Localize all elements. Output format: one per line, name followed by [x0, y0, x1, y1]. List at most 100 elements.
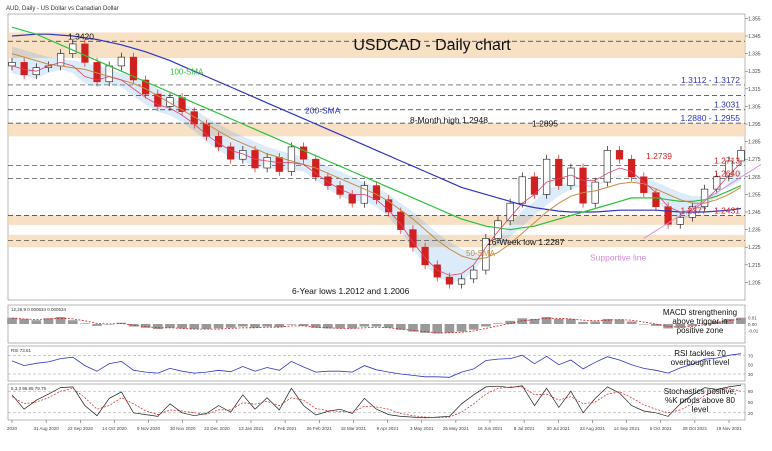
date-tick-label: 5 Oct 2021: [650, 426, 673, 431]
level-band: [8, 123, 745, 137]
candle-body: [117, 56, 125, 67]
panel-note-line: %K prods above 80: [665, 396, 735, 405]
macd-histogram-bar: [724, 318, 734, 324]
date-tick-label: 2020: [7, 426, 18, 431]
level-label: 1.2739: [646, 151, 672, 161]
price-tick-label: 1.265: [748, 175, 761, 181]
panel-tick-label: 20: [748, 411, 754, 416]
price-tick-label: 1.245: [748, 210, 761, 216]
macd-histogram-bar: [638, 324, 649, 325]
level-label: 1.2640: [714, 169, 740, 179]
date-tick-label: 14 Sep 2021: [614, 426, 640, 431]
macd-histogram-bar: [7, 317, 17, 324]
date-tick-label: 19 Nov 2021: [716, 426, 742, 431]
macd-histogram-bar: [614, 319, 625, 324]
price-tick-label: 1.305: [748, 104, 761, 110]
candle-body: [603, 150, 611, 183]
instrument-label: AUD, Daily - US Dollar vs Canadian Dolla…: [6, 6, 119, 12]
stoch-d-line: [11, 386, 742, 418]
panel-frame: [7, 345, 746, 382]
macd-histogram-bar: [553, 318, 564, 324]
price-tick-label: 1.235: [748, 228, 761, 234]
candle-body: [445, 276, 454, 285]
macd-histogram-bar: [481, 324, 491, 327]
panel-header: 5,3,3 96.95 79.79: [11, 386, 47, 391]
rsi-panel: RSI 73.61 70 50 30 RSI tackles 70 overbought …: [7, 345, 754, 382]
macd-panel: 12,26,9 0.000634 0.000534 0.010.00-0.01 MA…: [7, 304, 759, 344]
level-band: [8, 215, 745, 225]
candle-body: [555, 158, 563, 186]
price-tick-label: 1.205: [748, 280, 761, 286]
macd-histogram-bar: [493, 323, 503, 324]
panel-note-line: overbought level: [671, 358, 730, 367]
candle-body: [129, 56, 138, 81]
candle-body: [336, 185, 344, 195]
macd-histogram-bar: [675, 324, 686, 328]
date-tick-label: 30 Nov 2020: [170, 426, 196, 431]
candle-body: [615, 150, 624, 160]
panel-tick-label: 70: [748, 353, 754, 358]
macd-histogram-bar: [55, 317, 66, 324]
candle-body: [56, 53, 65, 67]
candle-body: [713, 176, 721, 190]
macd-histogram-bar: [736, 317, 746, 324]
price-tick-label: 1.335: [748, 52, 761, 58]
candle-body: [372, 185, 381, 200]
annotation-label: 100-SMA: [170, 68, 204, 77]
macd-histogram-bar: [529, 318, 540, 324]
panel-note-line: RSI tackles 70: [674, 349, 726, 358]
candle-body: [494, 220, 502, 239]
date-tick-label: 9 Nov 2020: [137, 426, 161, 431]
date-tick-label: 14 Oct 2020: [102, 426, 127, 431]
macd-histogram-bar: [578, 322, 588, 324]
candle-body: [567, 167, 575, 186]
sma-20-line: [11, 61, 742, 276]
candle-body: [166, 97, 174, 107]
price-tick-label: 1.315: [748, 87, 761, 93]
candle-body: [542, 158, 551, 195]
candle-body: [518, 176, 526, 204]
macd-histogram-bar: [213, 324, 224, 329]
macd-histogram-bar: [456, 324, 467, 332]
panel-note-line: MACD strengthening: [663, 308, 737, 317]
macd-histogram-bar: [152, 324, 163, 330]
macd-histogram-bar: [225, 324, 236, 328]
candle-body: [579, 167, 587, 204]
candle-body: [275, 157, 283, 172]
stoch-k-line: [11, 384, 742, 419]
date-tick-label: 22 Dec 2020: [204, 426, 230, 431]
macd-histogram-bar: [335, 324, 345, 329]
macd-histogram-bar: [590, 321, 601, 324]
macd-histogram-bar: [165, 324, 175, 328]
level-band: [8, 32, 745, 58]
macd-histogram-bar: [189, 324, 200, 330]
candle-body: [397, 211, 405, 230]
panel-tick-label: 0.01: [748, 316, 757, 321]
panel-frame: [7, 383, 746, 421]
date-tick-label: 26 Feb 2021: [307, 426, 333, 431]
panel-note: MACD strengthening above trigger in positi…: [663, 308, 737, 335]
sma-100-line: [11, 26, 742, 231]
candle-body: [105, 65, 113, 83]
macd-histogram-bar: [383, 324, 394, 328]
price-tick-label: 1.215: [748, 263, 761, 269]
macd-histogram-bar: [128, 324, 139, 327]
candle-body: [628, 158, 636, 178]
sma-200-line: [11, 33, 742, 213]
macd-histogram-bar: [408, 324, 418, 332]
price-tick-label: 1.345: [748, 34, 761, 40]
macd-histogram-bar: [104, 324, 115, 325]
macd-histogram-bar: [420, 324, 430, 333]
rsi-line: [11, 353, 742, 378]
chart-title: USDCAD - Daily chart: [353, 37, 511, 54]
date-tick-label: 18 Mar 2021: [341, 426, 367, 431]
level-label: 1.2377 - 1.2431: [680, 205, 740, 215]
macd-histogram-bar: [699, 323, 710, 324]
macd-histogram-bar: [238, 324, 248, 327]
annotation-label: 16-Week low 1.2287: [487, 237, 565, 247]
macd-histogram-bar: [626, 321, 637, 324]
annotation-label: 6-Year lows 1.2012 and 1.2006: [292, 286, 410, 296]
macd-histogram-bar: [432, 324, 443, 334]
panel-tick-label: 50: [748, 363, 754, 368]
